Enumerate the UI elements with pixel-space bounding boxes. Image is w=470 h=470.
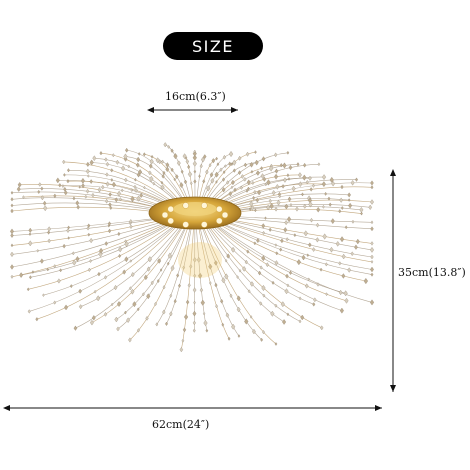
size-badge: SIZE: [163, 32, 263, 60]
chandelier-image: [10, 142, 375, 353]
height-label: 35cm(13.8″): [398, 266, 466, 279]
total-width-label: 62cm(24″): [152, 418, 210, 431]
top-width-label: 16cm(6.3″): [165, 90, 226, 103]
size-badge-label: SIZE: [192, 36, 234, 56]
